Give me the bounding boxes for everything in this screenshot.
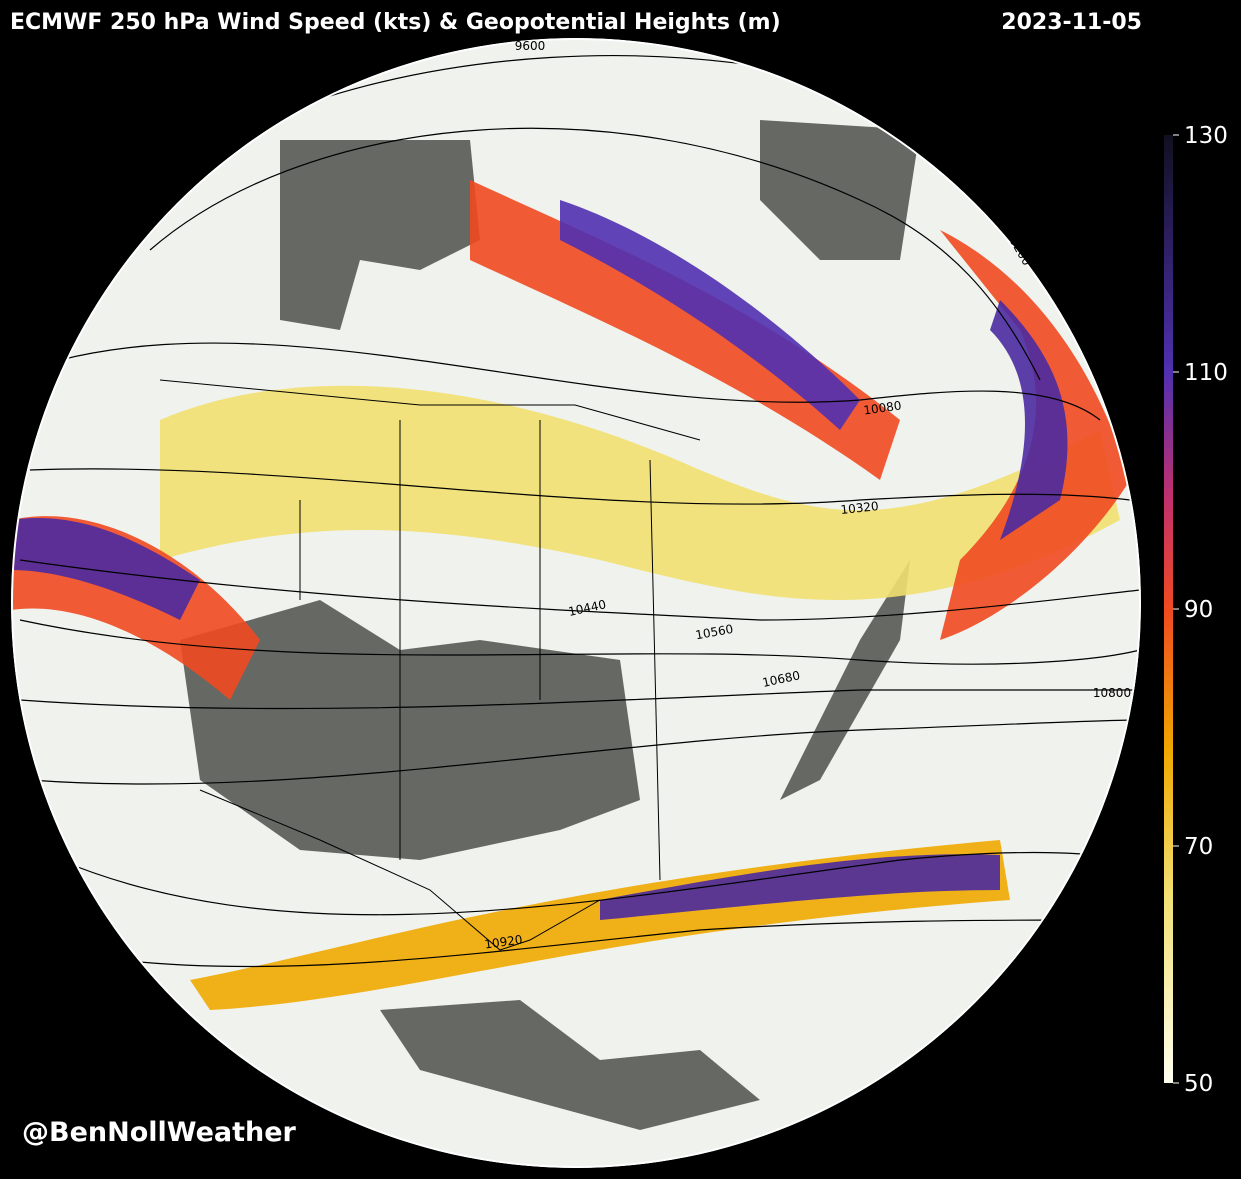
- map-date: 2023-11-05: [1001, 10, 1142, 35]
- contour-label: 10560: [694, 622, 734, 642]
- contour-label: 9600: [515, 39, 546, 53]
- contour-label: 10320: [840, 499, 879, 517]
- contour-label: 10080: [863, 398, 903, 417]
- map-title: ECMWF 250 hPa Wind Speed (kts) & Geopote…: [10, 10, 781, 35]
- globe: [11, 38, 1141, 1168]
- colorbar-tick-label: 70: [1184, 834, 1213, 860]
- borders: [159, 379, 701, 951]
- contour-label: 10800: [1093, 686, 1131, 700]
- credit: @BenNollWeather: [22, 1117, 297, 1148]
- colorbar-tick-label: 50: [1184, 1071, 1213, 1097]
- colorbar-tick-label: 110: [1184, 360, 1228, 386]
- colorbar-ticks: 50 70 90 110 130: [1173, 123, 1228, 1097]
- colorbar-tick-label: 90: [1184, 597, 1213, 623]
- contour-label: 10920: [484, 932, 524, 951]
- colorbar: [1164, 135, 1173, 1083]
- land-patches: [180, 120, 920, 1130]
- colorbar-tick-label: 130: [1184, 123, 1228, 149]
- height-contours: [19, 55, 1141, 968]
